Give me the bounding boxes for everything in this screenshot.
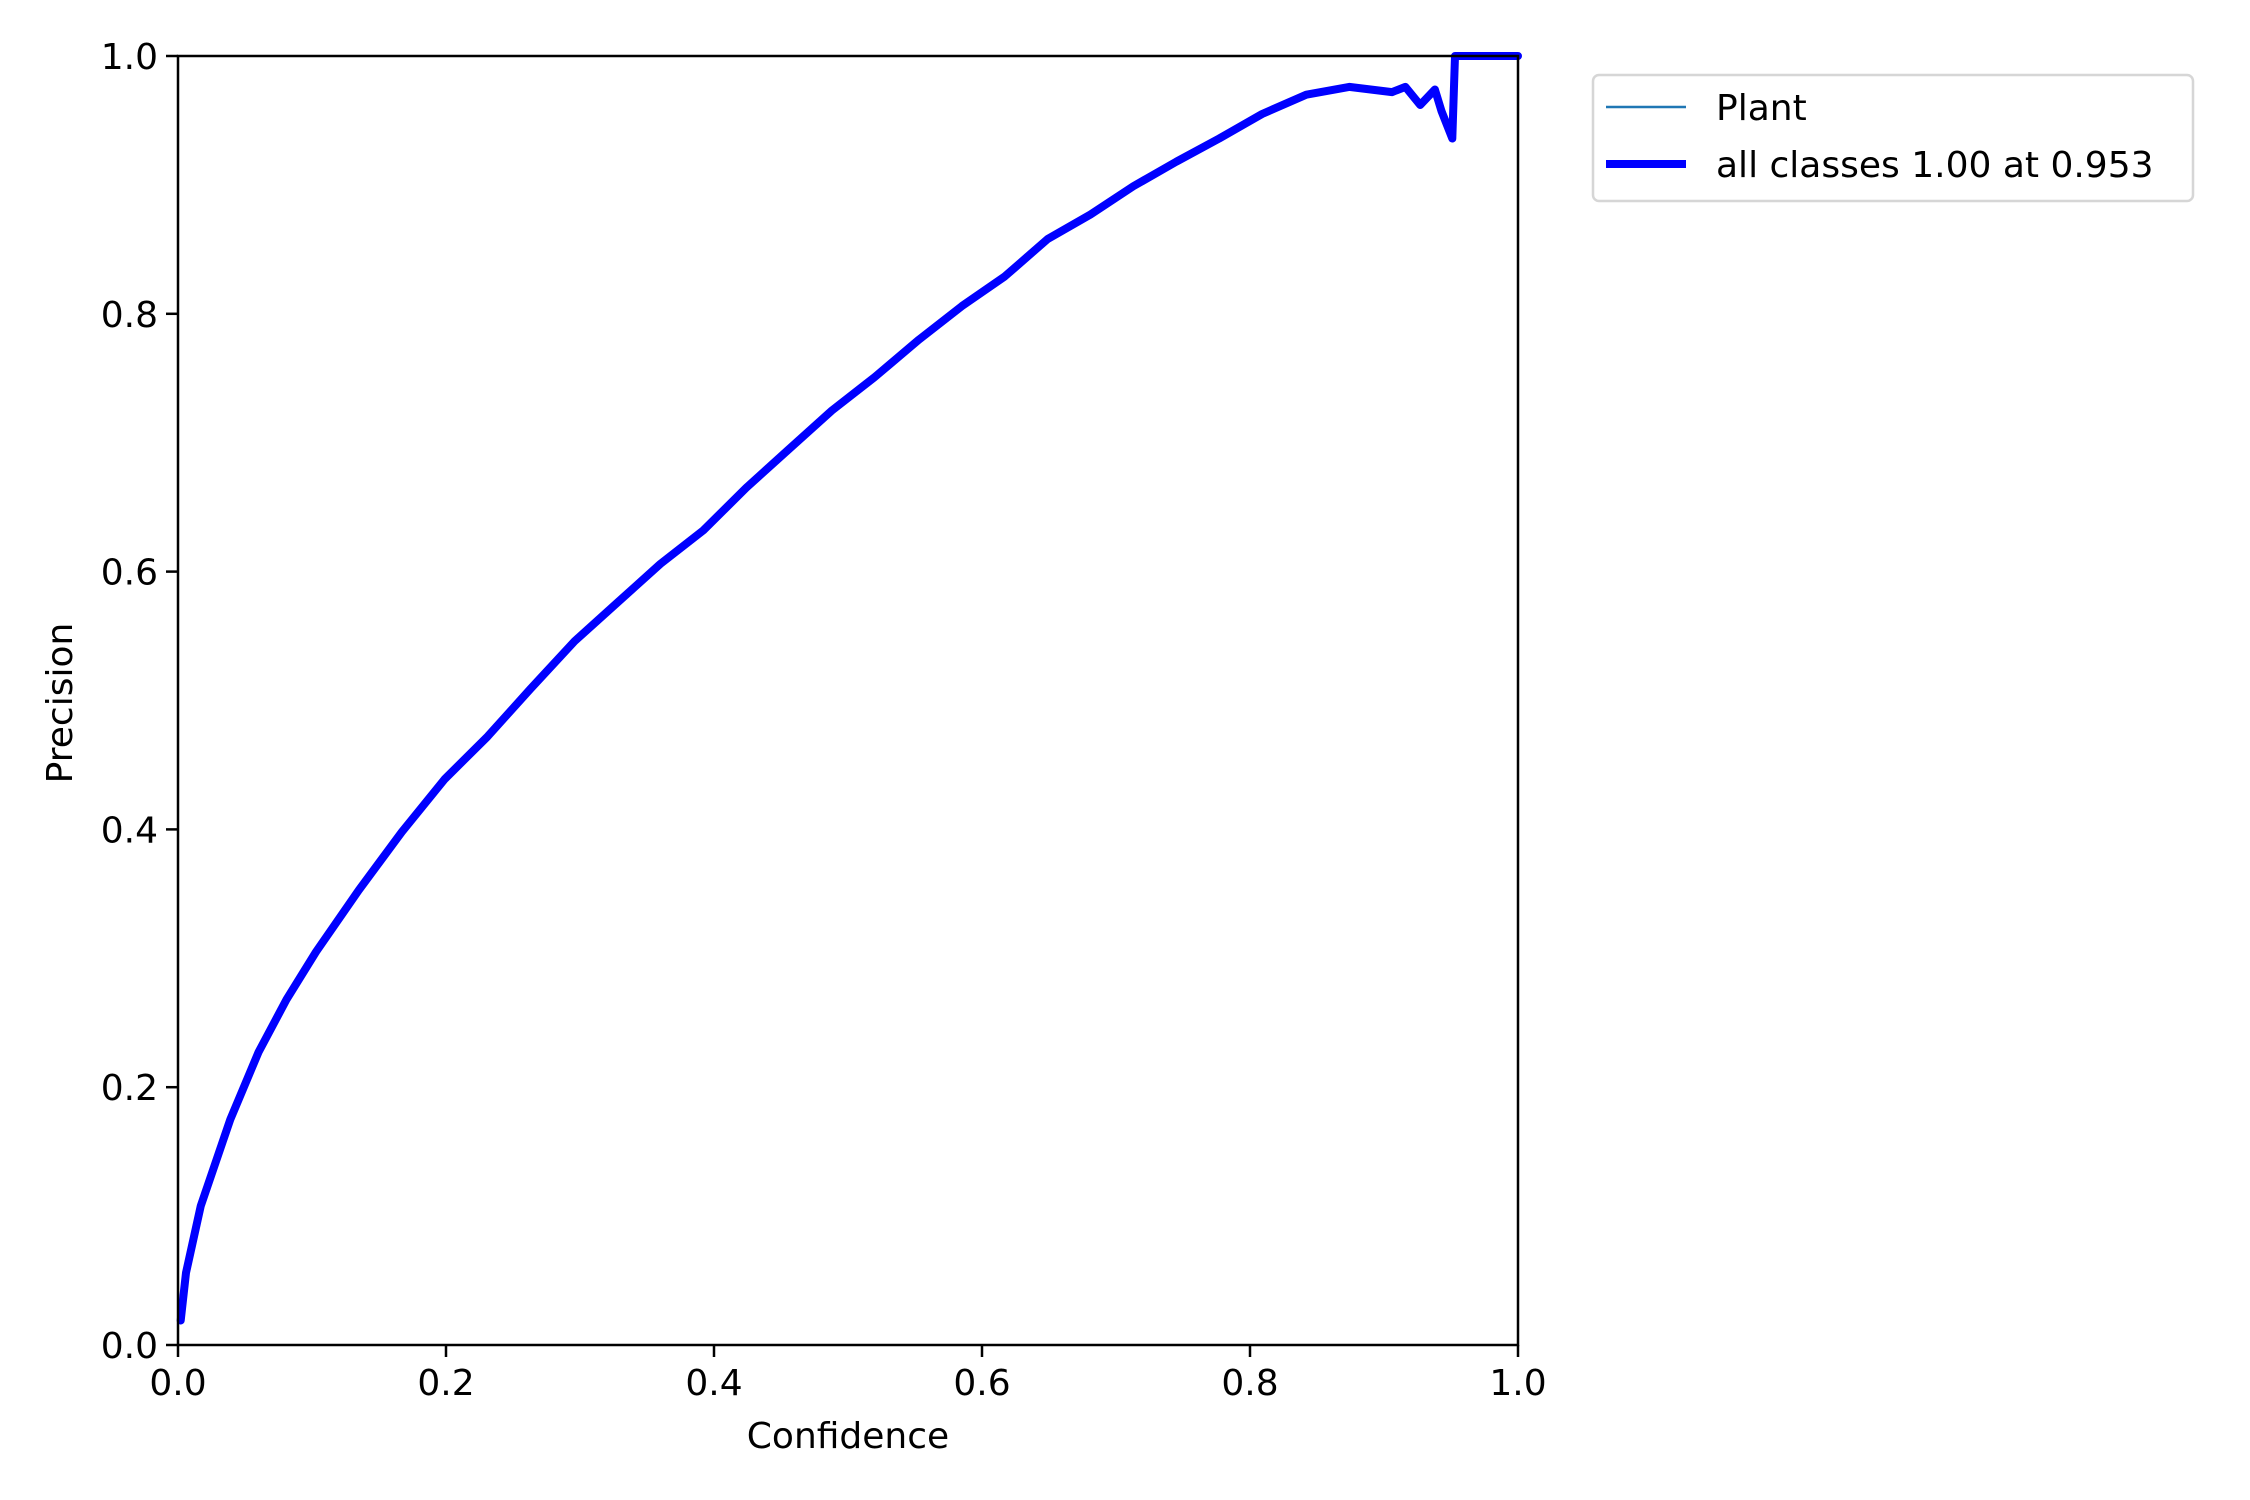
legend: Plant all classes 1.00 at 0.953 bbox=[1591, 73, 2195, 203]
y-tick-label: 0.4 bbox=[101, 810, 158, 851]
x-axis-label: Confidence bbox=[747, 1416, 949, 1457]
y-tick-label: 0.6 bbox=[101, 553, 158, 594]
x-tick-label: 0.0 bbox=[149, 1363, 206, 1404]
legend-label-plant: Plant bbox=[1716, 88, 1807, 129]
y-axis-label: Precision bbox=[40, 623, 81, 784]
y-tick-label: 0.8 bbox=[101, 295, 158, 336]
legend-label-all-classes: all classes 1.00 at 0.953 bbox=[1716, 145, 2154, 186]
y-tick-label: 1.0 bbox=[101, 37, 158, 78]
y-axis: 0.0 0.2 0.4 0.6 0.8 1.0 bbox=[101, 37, 178, 1367]
x-tick-label: 0.2 bbox=[417, 1363, 474, 1404]
y-tick-label: 0.0 bbox=[101, 1326, 158, 1367]
legend-frame bbox=[1591, 73, 2195, 203]
y-tick-label: 0.2 bbox=[101, 1068, 158, 1109]
x-axis: 0.0 0.2 0.4 0.6 0.8 1.0 bbox=[149, 1345, 1547, 1404]
plot-frame bbox=[176, 54, 1520, 1347]
x-tick-label: 1.0 bbox=[1489, 1363, 1546, 1404]
series-layer bbox=[176, 52, 1522, 1325]
x-tick-label: 0.4 bbox=[685, 1363, 742, 1404]
x-tick-label: 0.6 bbox=[953, 1363, 1010, 1404]
series-line-all-classes bbox=[176, 52, 1522, 1325]
x-tick-label: 0.8 bbox=[1221, 1363, 1278, 1404]
